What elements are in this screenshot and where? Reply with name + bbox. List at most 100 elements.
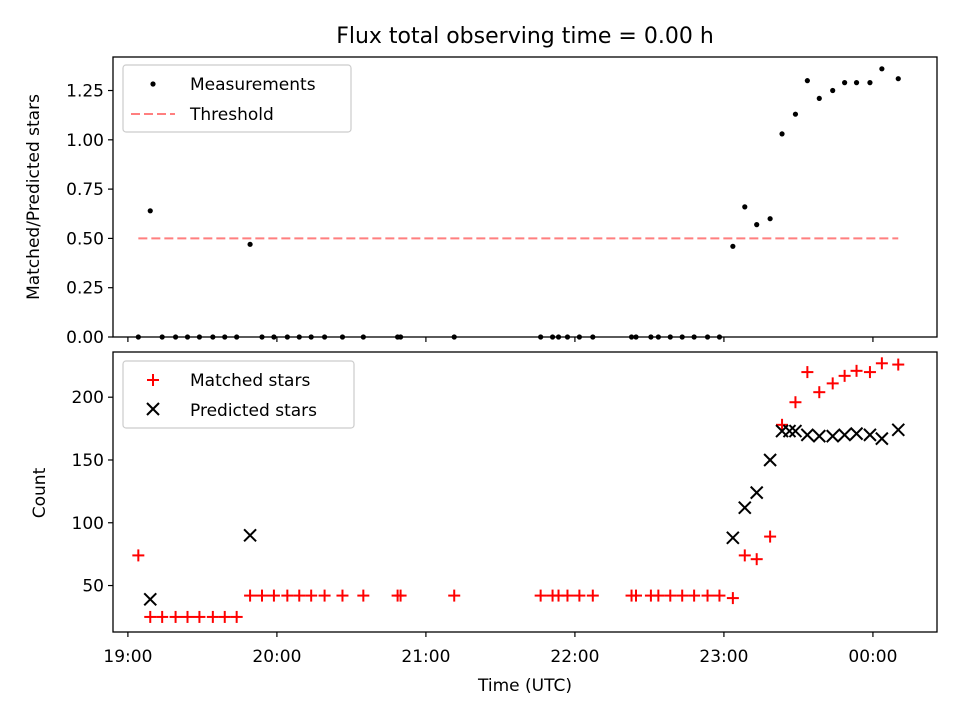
data-point <box>701 589 714 602</box>
data-point <box>218 610 231 623</box>
top-ylabel: Matched/Predicted stars <box>24 94 44 300</box>
y-tick-label: 0.75 <box>66 180 104 200</box>
x-tick-label: 20:00 <box>252 647 301 667</box>
top-legend-frame <box>122 64 352 133</box>
data-point <box>863 428 877 442</box>
data-point <box>448 589 461 602</box>
data-point <box>534 589 547 602</box>
data-point <box>630 589 643 602</box>
series-predicted-stars <box>143 423 905 607</box>
data-point <box>842 80 848 86</box>
data-point <box>850 364 863 377</box>
legend-label-measurements: Measurements <box>190 75 316 95</box>
data-point <box>573 589 586 602</box>
x-tick-label: 21:00 <box>401 647 450 667</box>
top-plot-area: 0.00 0.25 0.50 0.75 1.00 1.25 <box>66 56 938 348</box>
axes-frame <box>112 56 938 338</box>
data-point <box>561 589 574 602</box>
bottom-ylabel: Count <box>30 467 50 518</box>
y-tick-label: 1.25 <box>66 82 104 102</box>
data-point <box>181 610 194 623</box>
top-legend: Measurements Threshold <box>122 64 352 133</box>
data-point <box>652 589 665 602</box>
data-point <box>867 80 873 86</box>
bottom-plot-area: 50 100 150 200 19:00 20:00 21:00 22:00 23:00 00:0… <box>72 351 938 667</box>
legend-marker-predicted <box>146 402 160 416</box>
legend-marker-measurements <box>150 81 156 87</box>
data-point <box>143 592 157 607</box>
data-point <box>730 243 736 249</box>
data-point <box>875 357 888 370</box>
data-point <box>676 589 689 602</box>
data-point <box>147 208 153 214</box>
data-point <box>816 95 822 102</box>
data-point <box>838 369 851 382</box>
data-point <box>738 549 751 562</box>
data-point <box>206 610 219 623</box>
data-point <box>230 610 243 623</box>
x-tick-label: 22:00 <box>550 647 599 667</box>
x-tick-label: 23:00 <box>699 647 748 667</box>
x-tick-label: 00:00 <box>848 647 897 667</box>
data-point <box>293 589 306 602</box>
data-point <box>754 222 760 228</box>
data-point <box>776 418 789 431</box>
data-point <box>788 424 803 438</box>
data-point <box>879 66 885 72</box>
y-tick-label: 0.00 <box>66 328 104 348</box>
data-point <box>726 592 739 605</box>
data-point <box>243 528 257 543</box>
y-tick-label: 200 <box>72 388 104 408</box>
data-point <box>156 610 169 623</box>
y-tick-label: 50 <box>82 577 104 597</box>
y-tick-label: 100 <box>72 514 104 534</box>
xlabel: Time (UTC) <box>477 676 572 696</box>
data-point <box>763 453 777 467</box>
data-point <box>782 424 797 438</box>
series-matched-stars <box>132 357 905 623</box>
data-point <box>789 396 802 409</box>
data-point <box>713 589 726 602</box>
data-point <box>726 531 740 545</box>
data-point <box>193 610 206 623</box>
chart-title: Flux total observing time = 0.00 h <box>336 24 714 49</box>
data-point <box>892 358 905 371</box>
data-point <box>394 589 407 602</box>
data-point <box>244 589 257 602</box>
data-point <box>281 589 294 602</box>
data-point <box>837 428 852 442</box>
data-point <box>863 366 876 379</box>
legend-marker-matched <box>147 374 159 386</box>
data-point <box>267 589 280 602</box>
data-point <box>357 589 370 602</box>
data-point <box>849 426 864 441</box>
data-point <box>132 549 145 562</box>
y-tick-label: 150 <box>72 451 104 471</box>
data-point <box>144 610 157 623</box>
data-point <box>853 80 860 86</box>
y-tick-label: 0.25 <box>66 279 104 299</box>
data-point <box>336 589 349 602</box>
data-point <box>801 366 814 379</box>
data-point <box>764 530 777 543</box>
data-point <box>825 429 840 443</box>
data-point <box>738 500 752 515</box>
data-point <box>247 241 253 247</box>
y-tick-label: 0.50 <box>66 229 104 249</box>
data-point <box>767 216 773 222</box>
data-point <box>742 204 748 210</box>
data-point <box>792 111 799 117</box>
data-point <box>804 78 810 84</box>
data-point <box>664 589 677 602</box>
axes-frame <box>112 351 938 633</box>
legend-label-threshold: Threshold <box>189 105 274 125</box>
data-point <box>779 131 785 137</box>
data-point <box>586 589 599 602</box>
data-point <box>750 553 763 566</box>
data-point <box>169 610 182 623</box>
data-point <box>895 76 901 82</box>
data-point <box>749 485 764 500</box>
bottom-legend: Matched stars Predicted stars <box>122 360 355 429</box>
x-tick-label: 19:00 <box>103 647 152 667</box>
